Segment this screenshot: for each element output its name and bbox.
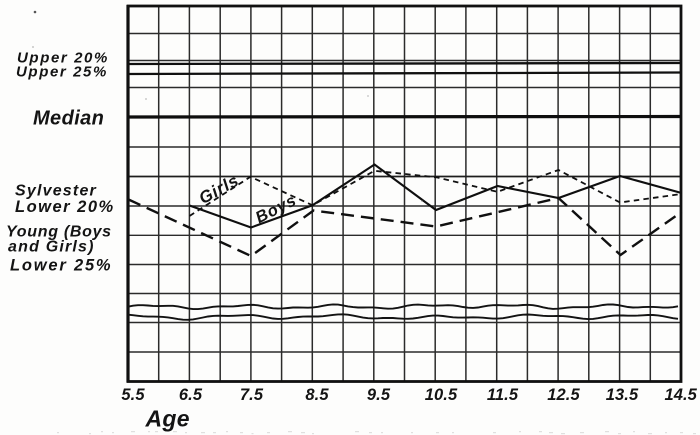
svg-text:13.5: 13.5 [606, 386, 639, 404]
svg-text:Lower 20%: Lower 20% [15, 198, 115, 216]
svg-text:Young (Boys: Young (Boys [6, 224, 112, 241]
svg-text:9.5: 9.5 [367, 386, 391, 404]
svg-text:Lower 25%: Lower 25% [10, 257, 112, 275]
svg-text:12.5: 12.5 [547, 386, 580, 404]
svg-text:5.5: 5.5 [121, 386, 145, 404]
svg-text:Age: Age [145, 406, 190, 432]
svg-text:10.5: 10.5 [425, 386, 458, 404]
svg-text:Median: Median [33, 108, 104, 130]
svg-text:8.5: 8.5 [305, 386, 329, 404]
svg-text:Upper 20%: Upper 20% [17, 50, 109, 67]
svg-text:and Girls): and Girls) [8, 239, 95, 256]
svg-text:Upper 25%: Upper 25% [16, 64, 108, 81]
svg-text:14.5: 14.5 [664, 386, 697, 404]
svg-text:11.5: 11.5 [487, 386, 519, 404]
svg-text:Sylvester: Sylvester [15, 183, 97, 200]
svg-text:7.5: 7.5 [240, 386, 264, 404]
svg-text:6.5: 6.5 [179, 386, 203, 404]
